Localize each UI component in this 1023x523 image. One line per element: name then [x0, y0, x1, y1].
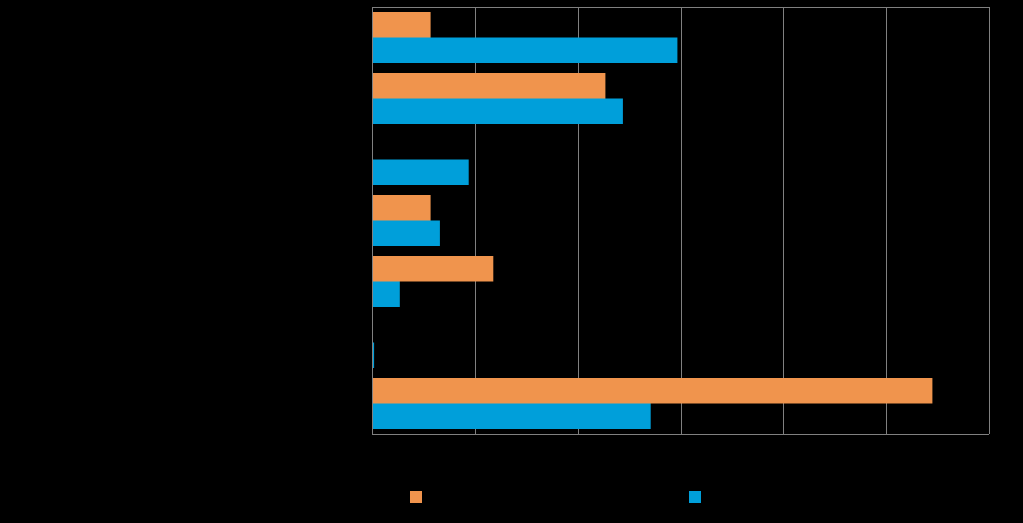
- bar: [372, 37, 678, 63]
- bar: [372, 281, 400, 307]
- legend-swatch: [410, 491, 422, 503]
- bar: [372, 378, 933, 404]
- axes: [372, 7, 990, 435]
- bar: [372, 98, 623, 124]
- bar: [372, 403, 651, 429]
- gridlines: [372, 7, 990, 434]
- bar: [372, 73, 606, 99]
- bar: [372, 159, 469, 185]
- bar: [372, 342, 375, 368]
- bar: [372, 256, 494, 282]
- legend: [410, 491, 701, 503]
- bars: [372, 12, 933, 429]
- bar: [372, 195, 431, 221]
- bar: [372, 12, 431, 38]
- bar: [372, 220, 440, 246]
- legend-swatch: [689, 491, 701, 503]
